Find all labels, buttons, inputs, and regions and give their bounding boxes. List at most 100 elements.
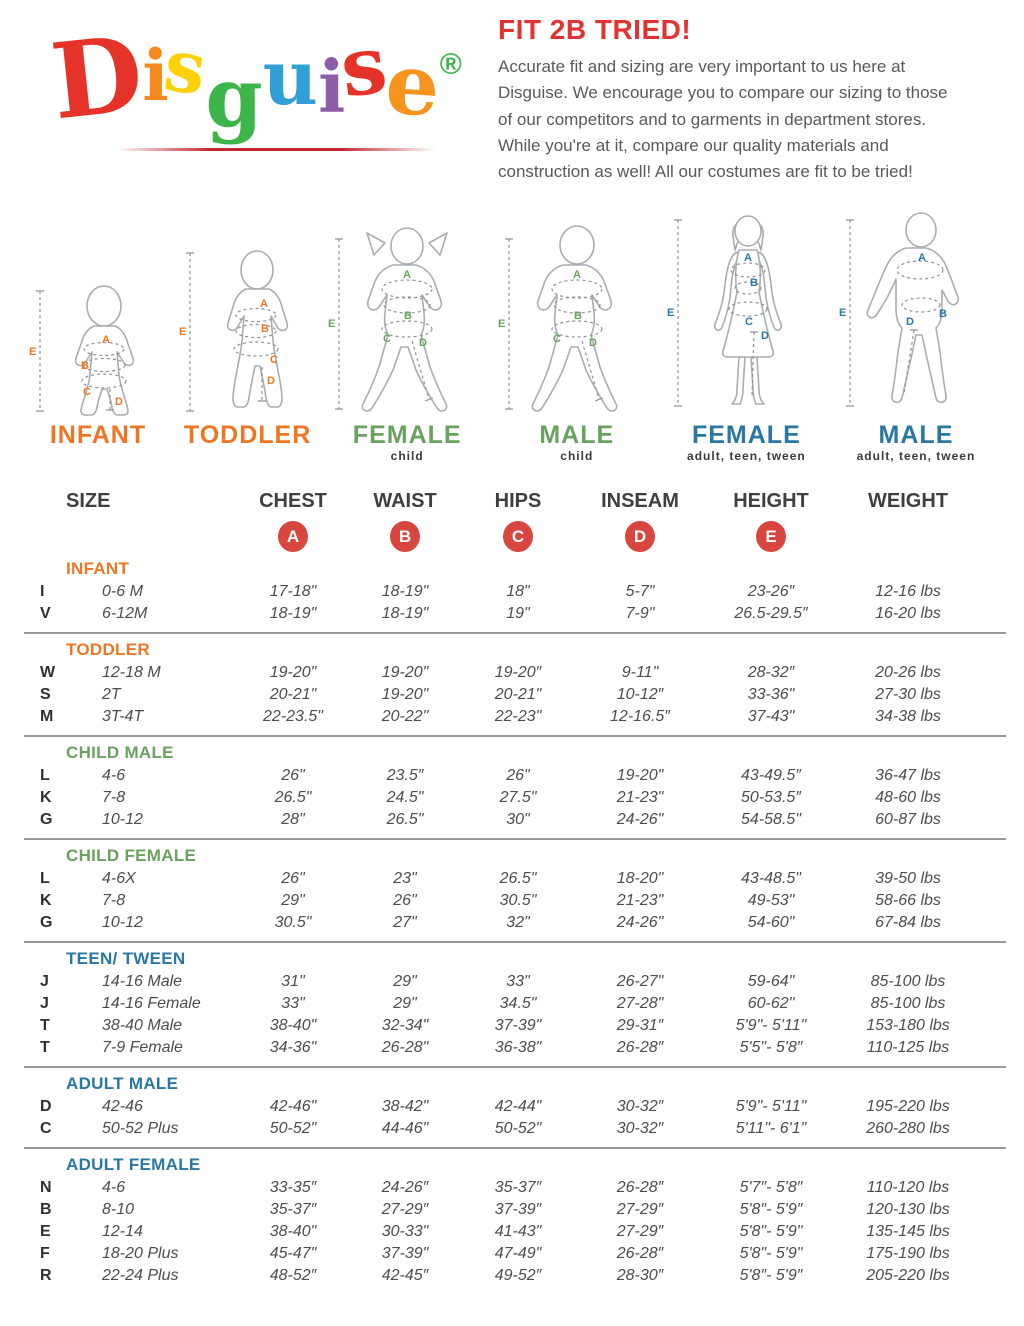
logo-eye-dot	[86, 56, 100, 70]
waist-measure-ellipse	[82, 357, 126, 372]
row-size: 2T	[102, 685, 121, 703]
bust-measure-ellipse	[730, 262, 766, 278]
row-code: R	[40, 1266, 52, 1284]
inseam-measure-line	[903, 329, 915, 394]
row-value: 20-26 lbs	[875, 663, 941, 681]
row-value: 38-40"	[269, 1222, 317, 1240]
table-row: T 38-40 Male 38-40" 32-34" 37-39" 29-31″ 5'9"-…	[34, 1015, 1024, 1037]
pigtail-left	[366, 231, 386, 256]
measure-mark-d: D	[761, 330, 769, 342]
row-code: F	[40, 1244, 50, 1262]
figure-subcaption: child	[560, 448, 594, 463]
toddler-diagram: E A B C D	[179, 249, 288, 412]
measure-mark-b: B	[404, 310, 412, 322]
measure-mark-d: D	[115, 396, 123, 408]
row-size: 10-12	[102, 913, 143, 931]
row-value: 50-52"	[269, 1119, 317, 1137]
row-size: 0-6 M	[102, 582, 143, 600]
measure-mark-b: B	[574, 310, 582, 322]
row-value: 26"	[393, 891, 417, 909]
figure-subcaption: adult, teen, tween	[687, 448, 806, 463]
row-value: 26-28″	[616, 1178, 664, 1196]
row-value: 43-48.5"	[741, 869, 801, 887]
row-value: 42-45″	[381, 1266, 429, 1284]
figure-toddler: E A B C D TODDLER	[178, 239, 318, 464]
row-value: 37-43"	[747, 707, 795, 725]
table-row: E 12-14 38-40" 30-33" 41-43" 27-29″ 5'8"- 5'9"…	[34, 1221, 1024, 1243]
table-row: M 3T-4T 22-23.5" 20-22" 22-23" 12-16.5″ 37-43"…	[34, 706, 1024, 728]
height-measure-line: E	[839, 219, 854, 407]
row-value: 42-44"	[494, 1097, 542, 1115]
section-title: ADULT FEMALE	[66, 1154, 201, 1174]
section-title: CHILD MALE	[66, 742, 174, 762]
row-value: 26-28"	[381, 1038, 429, 1056]
row-code: K	[40, 788, 52, 806]
row-value: 29"	[281, 891, 305, 909]
row-value: 29-31″	[616, 1016, 664, 1034]
row-value: 17-18"	[269, 582, 317, 600]
head	[390, 226, 424, 265]
row-size: 7-8	[102, 891, 126, 909]
row-value: 36-47 lbs	[875, 766, 941, 784]
row-value: 39-50 lbs	[875, 869, 941, 887]
measure-badge-c: C	[503, 521, 533, 553]
row-value: 19-20"	[616, 766, 664, 784]
row-value: 10-12″	[616, 685, 664, 703]
row-value: 41-43"	[494, 1222, 542, 1240]
row-value: 26"	[281, 869, 305, 887]
row-size: 38-40 Male	[102, 1016, 183, 1034]
row-value: 60-87 lbs	[875, 810, 941, 828]
row-value: 32-34"	[381, 1016, 429, 1034]
row-value: 205-220 lbs	[866, 1266, 950, 1284]
measure-badge-e: E	[756, 521, 786, 553]
logo-letter: s	[335, 16, 392, 116]
body-silhouette	[361, 263, 448, 412]
chest-measure-ellipse	[381, 279, 433, 299]
row-size: 4-6X	[102, 869, 136, 887]
row-size: 7-8	[102, 788, 126, 806]
torso-dress	[722, 248, 775, 358]
measure-mark-e: E	[839, 307, 846, 319]
table-row: J 14-16 Female 33" 29" 34.5" 27-28" 60-62" 85-1…	[34, 993, 1024, 1015]
measure-mark-e: E	[29, 346, 36, 358]
logo-letter: g	[205, 50, 263, 146]
head	[239, 249, 274, 290]
figure-male-adult: E A B D MALE adult, teen, tween	[836, 204, 996, 464]
inseam-measure-line	[581, 340, 600, 399]
row-value: 35-37″	[269, 1200, 317, 1218]
measure-mark-c: C	[553, 333, 561, 345]
intro-block: FIT 2B TRIED! Accurate fit and sizing ar…	[470, 0, 970, 186]
body-silhouette	[531, 263, 618, 412]
female-adult-diagram: E A B C D	[667, 214, 783, 407]
row-value: 26.5"	[386, 810, 424, 828]
row-value: 23.5″	[386, 766, 424, 784]
chest-measure-ellipse	[551, 279, 603, 299]
table-row: I 0-6 M 17-18" 18-19" 18" 5-7" 23-26″ 12-16 lbs	[34, 581, 1024, 603]
row-size: 12-14	[102, 1222, 143, 1240]
figure-caption: FEMALE	[691, 420, 801, 449]
row-value: 5-7"	[625, 582, 655, 600]
row-size: 10-12	[102, 810, 143, 828]
height-measure-line: E	[29, 290, 44, 412]
measure-mark-e: E	[328, 318, 335, 330]
section-divider	[24, 1065, 1006, 1068]
row-code: K	[40, 891, 52, 909]
row-value: 120-130 lbs	[866, 1200, 950, 1218]
row-code: L	[40, 766, 50, 784]
row-value: 27-30 lbs	[875, 685, 941, 703]
row-value: 34-38 lbs	[875, 707, 941, 725]
logo-letters: Disguise®	[46, 12, 470, 144]
row-value: 27-29″	[381, 1200, 429, 1218]
measure-mark-a: A	[918, 252, 926, 264]
column-header-weight: WEIGHT	[868, 489, 948, 512]
row-value: 30-32″	[616, 1119, 664, 1137]
row-value: 31"	[281, 972, 305, 990]
male-child-diagram: E A B C D	[498, 224, 618, 412]
row-value: 18"	[506, 582, 530, 600]
table-row: G 10-12 28" 26.5" 30" 24-26" 54-58.5" 60-87 lbs	[34, 809, 1024, 831]
measure-mark-e: E	[667, 307, 674, 319]
row-value: 49-52″	[494, 1266, 542, 1284]
row-value: 33"	[281, 994, 305, 1012]
row-value: 45-47"	[269, 1244, 317, 1262]
